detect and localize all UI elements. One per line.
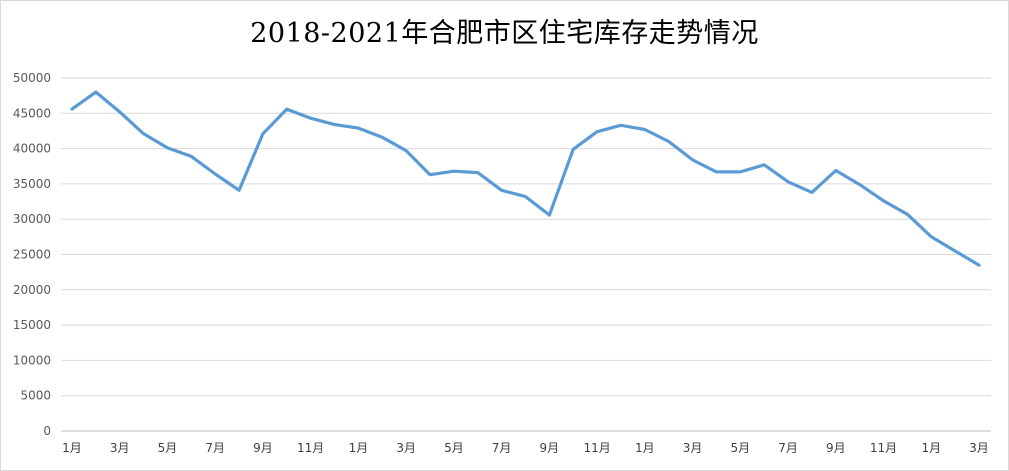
x-tick-label: 11月 xyxy=(297,441,324,455)
x-tick-label: 7月 xyxy=(492,441,512,455)
data-point xyxy=(619,124,623,127)
data-point xyxy=(930,235,933,239)
data-point xyxy=(381,136,384,139)
x-tick-label: 5月 xyxy=(158,441,178,455)
data-point xyxy=(309,117,312,120)
data-point xyxy=(548,213,551,217)
gridlines xyxy=(61,77,991,432)
data-point xyxy=(953,249,957,253)
x-tick-label: 5月 xyxy=(730,441,750,455)
x-tick-label: 11月 xyxy=(870,441,897,455)
series-layer xyxy=(70,90,981,267)
data-point xyxy=(428,173,432,176)
x-tick-label: 3月 xyxy=(396,441,416,455)
data-point xyxy=(142,132,145,135)
y-axis-ticks: 0 5000 10000 15000 20000 25000 30000 35000 40000… xyxy=(13,71,51,438)
data-point xyxy=(404,149,408,152)
data-point xyxy=(285,107,289,111)
data-point xyxy=(977,263,981,267)
data-point xyxy=(810,191,814,194)
data-point xyxy=(476,171,479,174)
data-point xyxy=(643,128,647,131)
x-tick-label: 3月 xyxy=(683,441,703,455)
x-tick-label: 1月 xyxy=(62,441,82,455)
data-point xyxy=(882,199,885,203)
data-point xyxy=(237,189,241,192)
data-point xyxy=(452,169,456,173)
y-tick-label: 50000 xyxy=(13,71,51,85)
y-tick-label: 25000 xyxy=(13,248,51,262)
y-tick-label: 30000 xyxy=(13,212,51,226)
data-point xyxy=(118,110,121,114)
data-point xyxy=(667,140,670,143)
y-tick-label: 0 xyxy=(43,424,51,438)
chart-title: 2018-2021年合肥市区住宅库存走势情况 xyxy=(250,18,759,49)
data-point xyxy=(906,213,909,216)
data-point xyxy=(70,107,74,111)
y-tick-label: 40000 xyxy=(13,142,51,156)
data-point xyxy=(190,155,193,158)
data-point xyxy=(834,169,837,172)
data-point xyxy=(333,123,336,126)
x-tick-label: 7月 xyxy=(205,441,225,455)
data-point xyxy=(762,163,766,167)
y-tick-label: 5000 xyxy=(20,389,51,403)
data-point xyxy=(715,170,718,174)
y-tick-label: 10000 xyxy=(13,353,51,367)
y-tick-label: 20000 xyxy=(13,283,51,297)
data-point xyxy=(572,148,575,151)
data-point xyxy=(166,146,169,150)
data-point xyxy=(858,183,861,186)
x-tick-label: 1月 xyxy=(635,441,655,455)
data-point xyxy=(94,90,98,94)
series-line xyxy=(70,90,981,267)
x-tick-label: 9月 xyxy=(826,441,846,455)
y-tick-label: 15000 xyxy=(13,318,51,332)
x-tick-label: 5月 xyxy=(444,441,464,455)
data-point xyxy=(739,170,742,174)
x-tick-label: 11月 xyxy=(583,441,610,455)
x-tick-label: 1月 xyxy=(349,441,369,455)
data-point xyxy=(595,130,599,133)
data-point xyxy=(786,180,790,183)
x-tick-label: 7月 xyxy=(778,441,798,455)
y-tick-label: 45000 xyxy=(13,106,51,120)
data-point xyxy=(524,195,527,198)
x-tick-label: 9月 xyxy=(540,441,560,455)
x-axis-ticks: 1月 3月 5月 7月 9月 11月 1月 3月 5月 7月 9月 11月 1月 3月 5月 7月 9月 11月 1… xyxy=(62,441,989,455)
x-tick-label: 3月 xyxy=(969,441,989,455)
x-tick-label: 1月 xyxy=(921,441,941,455)
data-point xyxy=(261,132,265,135)
y-tick-label: 35000 xyxy=(13,177,51,191)
x-tick-label: 3月 xyxy=(110,441,130,455)
data-point xyxy=(214,172,217,176)
data-point xyxy=(691,158,694,162)
data-point xyxy=(357,126,360,130)
x-tick-label: 9月 xyxy=(253,441,273,455)
data-point xyxy=(500,189,503,192)
